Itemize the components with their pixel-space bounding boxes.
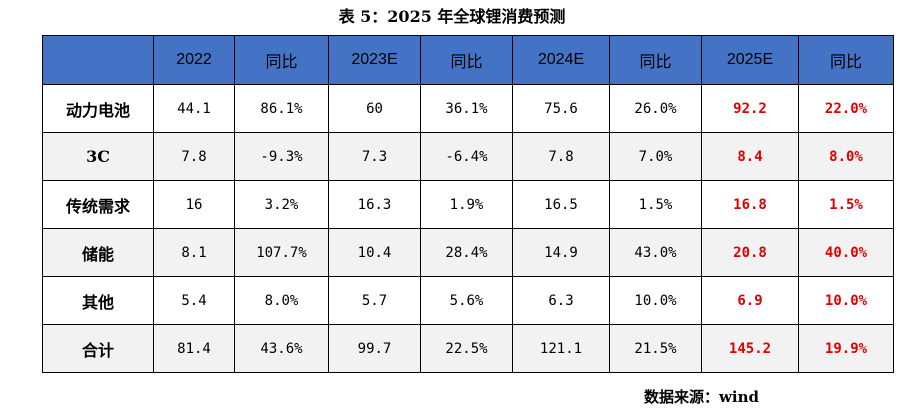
table-cell: -6.4% <box>420 132 513 181</box>
table-cell: 40.0% <box>798 228 894 277</box>
table-cell: 8.0% <box>798 132 894 181</box>
table-cell: -9.3% <box>234 132 329 181</box>
header-cell-2022: 2022 <box>153 35 235 85</box>
table-caption: 表 5：2025 年全球锂消费预测 <box>338 7 566 26</box>
header-cell-corner <box>42 35 154 85</box>
lithium-consumption-table: 2022 同比 2023E 同比 2024E 同比 2025E 同比 动力电池 4… <box>42 35 894 373</box>
table-cell: 1.9% <box>420 180 513 229</box>
table-cell: 16.5 <box>512 180 610 229</box>
table-row: 储能 8.1 107.7% 10.4 28.4% 14.9 43.0% 20.8 40.0% <box>42 228 894 277</box>
table-cell: 145.2 <box>701 324 799 373</box>
header-cell-2025e: 2025E <box>701 35 799 85</box>
row-label: 储能 <box>42 228 154 277</box>
table-cell: 6.9 <box>701 276 799 325</box>
header-row: 2022 同比 2023E 同比 2024E 同比 2025E 同比 <box>42 35 894 85</box>
table-cell: 7.3 <box>328 132 421 181</box>
data-source-note: 数据来源：wind <box>644 388 760 406</box>
table-cell: 28.4% <box>420 228 513 277</box>
table-cell: 5.4 <box>153 276 235 325</box>
header-cell-yoy-2025e: 同比 <box>798 35 894 85</box>
table-cell: 121.1 <box>512 324 610 373</box>
row-label: 其他 <box>42 276 154 325</box>
table-row: 动力电池 44.1 86.1% 60 36.1% 75.6 26.0% 92.2 22.0% <box>42 84 894 133</box>
table-cell: 10.0% <box>609 276 702 325</box>
table-cell: 7.8 <box>512 132 610 181</box>
table-cell: 81.4 <box>153 324 235 373</box>
table-row: 3C 7.8 -9.3% 7.3 -6.4% 7.8 7.0% 8.4 8.0% <box>42 132 894 181</box>
header-cell-yoy-2024e: 同比 <box>609 35 702 85</box>
table-cell: 8.4 <box>701 132 799 181</box>
table-cell: 16.3 <box>328 180 421 229</box>
row-label: 3C <box>42 132 154 181</box>
table-cell: 19.9% <box>798 324 894 373</box>
table-cell: 36.1% <box>420 84 513 133</box>
table-cell: 7.0% <box>609 132 702 181</box>
table-row: 传统需求 16 3.2% 16.3 1.9% 16.5 1.5% 16.8 1.5% <box>42 180 894 229</box>
table-cell: 5.6% <box>420 276 513 325</box>
row-label: 合计 <box>42 324 154 373</box>
table-cell: 107.7% <box>234 228 329 277</box>
table-cell: 10.0% <box>798 276 894 325</box>
table-cell: 1.5% <box>609 180 702 229</box>
table-cell: 60 <box>328 84 421 133</box>
table-cell: 44.1 <box>153 84 235 133</box>
table-row: 合计 81.4 43.6% 99.7 22.5% 121.1 21.5% 145.2 19.9% <box>42 324 894 373</box>
header-cell-2024e: 2024E <box>512 35 610 85</box>
row-label: 传统需求 <box>42 180 154 229</box>
header-cell-yoy-2023e: 同比 <box>420 35 513 85</box>
table-cell: 16.8 <box>701 180 799 229</box>
table-row: 其他 5.4 8.0% 5.7 5.6% 6.3 10.0% 6.9 10.0% <box>42 276 894 325</box>
header-cell-yoy-2022: 同比 <box>234 35 329 85</box>
table-cell: 5.7 <box>328 276 421 325</box>
table-cell: 20.8 <box>701 228 799 277</box>
table-cell: 21.5% <box>609 324 702 373</box>
table-cell: 10.4 <box>328 228 421 277</box>
table-cell: 22.0% <box>798 84 894 133</box>
table-cell: 6.3 <box>512 276 610 325</box>
table-cell: 75.6 <box>512 84 610 133</box>
table-cell: 14.9 <box>512 228 610 277</box>
table-cell: 86.1% <box>234 84 329 133</box>
table-cell: 7.8 <box>153 132 235 181</box>
table-cell: 99.7 <box>328 324 421 373</box>
table-cell: 3.2% <box>234 180 329 229</box>
table-cell: 43.6% <box>234 324 329 373</box>
table-cell: 8.1 <box>153 228 235 277</box>
row-label: 动力电池 <box>42 84 154 133</box>
table-cell: 22.5% <box>420 324 513 373</box>
table-cell: 8.0% <box>234 276 329 325</box>
table-cell: 16 <box>153 180 235 229</box>
table-cell: 43.0% <box>609 228 702 277</box>
table-cell: 1.5% <box>798 180 894 229</box>
table-cell: 26.0% <box>609 84 702 133</box>
header-cell-2023e: 2023E <box>328 35 421 85</box>
table-cell: 92.2 <box>701 84 799 133</box>
